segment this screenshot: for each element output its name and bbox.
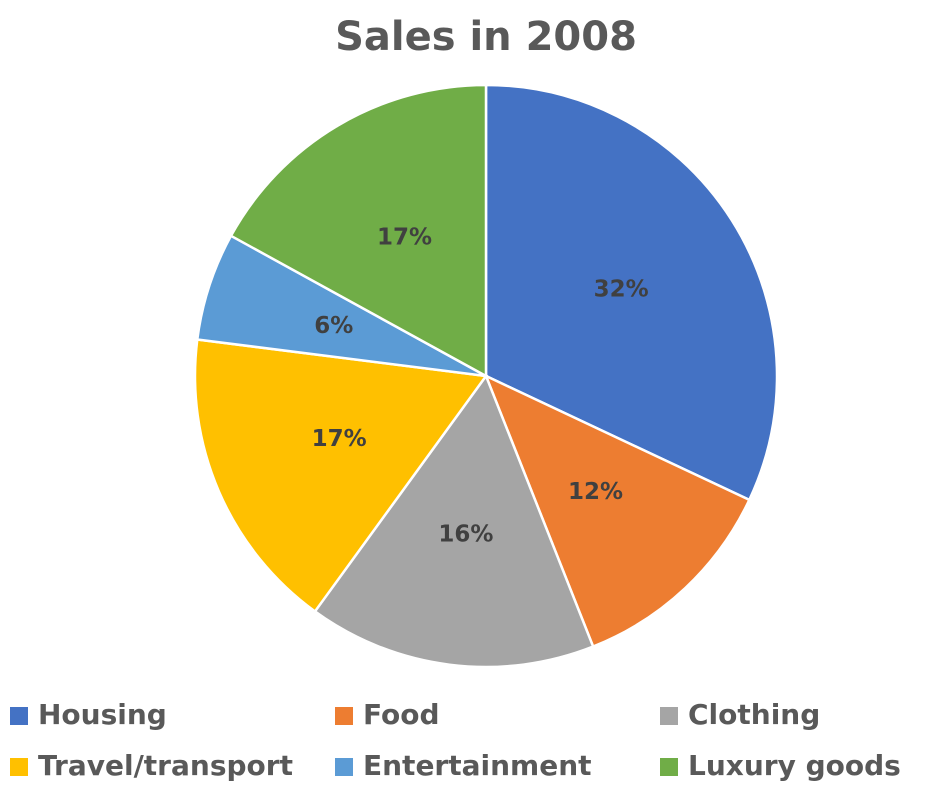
pie-data-labels: 32% 12% 16% 17% 6% 17%	[312, 225, 649, 548]
legend-swatch-travel-transport	[10, 758, 28, 776]
legend-item-clothing: Clothing	[660, 698, 820, 731]
legend: Housing Food Clothing Travel/transport Enter…	[10, 698, 901, 782]
data-label-clothing: 16%	[438, 521, 493, 547]
legend-label-entertainment: Entertainment	[363, 749, 592, 782]
pie-slice-housing	[484, 83, 779, 502]
legend-swatch-housing	[10, 707, 28, 725]
legend-item-travel-transport: Travel/transport	[10, 749, 293, 782]
legend-item-housing: Housing	[10, 698, 167, 731]
data-label-food: 12%	[568, 479, 623, 505]
legend-item-food: Food	[335, 698, 440, 731]
legend-label-housing: Housing	[38, 698, 167, 731]
pie-slices	[193, 83, 779, 669]
legend-swatch-food	[335, 707, 353, 725]
data-label-luxury-goods: 17%	[377, 225, 432, 251]
pie-slice-travel-transport	[193, 338, 489, 614]
data-label-housing: 32%	[594, 277, 649, 303]
pie-slice-food	[483, 373, 751, 649]
legend-label-travel-transport: Travel/transport	[38, 749, 293, 782]
data-label-travel-transport: 17%	[312, 426, 367, 452]
legend-swatch-luxury-goods	[660, 758, 678, 776]
legend-item-luxury-goods: Luxury goods	[660, 749, 901, 782]
chart-title: Sales in 2008	[335, 14, 637, 60]
legend-item-entertainment: Entertainment	[335, 749, 592, 782]
legend-swatch-entertainment	[335, 758, 353, 776]
pie-slice-luxury-goods	[229, 83, 488, 379]
data-label-entertainment: 6%	[314, 313, 353, 339]
legend-label-luxury-goods: Luxury goods	[688, 749, 901, 782]
pie-slice-clothing	[313, 373, 595, 669]
legend-swatch-clothing	[660, 707, 678, 725]
legend-label-clothing: Clothing	[688, 698, 820, 731]
legend-label-food: Food	[363, 698, 440, 731]
